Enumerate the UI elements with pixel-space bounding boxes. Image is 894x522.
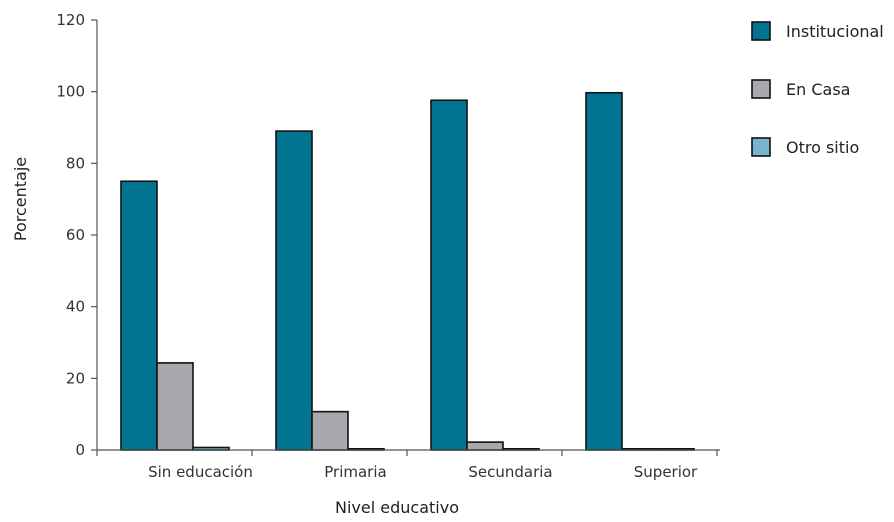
legend-swatch-otro-sitio xyxy=(751,137,771,157)
x-tick-label-primaria: Primaria xyxy=(324,463,386,481)
bar-en-casa-primaria xyxy=(311,410,349,451)
y-tick-label: 60 xyxy=(66,226,85,244)
y-tick-label: 40 xyxy=(66,298,85,316)
bar-en-casa-sin-educacion xyxy=(156,362,194,451)
bars-group xyxy=(120,91,695,451)
x-tick-label-superior: Superior xyxy=(634,463,698,481)
y-tick-label: 80 xyxy=(66,154,85,172)
legend-label-otro-sitio: Otro sitio xyxy=(786,138,859,157)
legend-swatch-institucional xyxy=(751,21,771,41)
bar-institucional-sin-educacion xyxy=(120,180,158,451)
legend-label-en-casa: En Casa xyxy=(786,80,850,99)
bar-institucional-superior xyxy=(585,91,623,451)
y-tick-label: 20 xyxy=(66,369,85,387)
y-tick-label: 0 xyxy=(75,441,85,459)
bar-institucional-secundaria xyxy=(430,99,468,451)
y-axis-title: Porcentaje xyxy=(11,157,30,241)
x-tick-label-secundaria: Secundaria xyxy=(468,463,552,481)
x-tick-label-sin-educacion: Sin educación xyxy=(148,463,253,481)
x-axis-title: Nivel educativo xyxy=(335,498,459,517)
y-tick-label: 120 xyxy=(56,11,85,29)
y-tick-label: 100 xyxy=(56,83,85,101)
legend: Institucional En Casa Otro sitio xyxy=(751,21,884,157)
ticks-group: 0 20 40 60 80 100 120 Sin educación Primaria Secu… xyxy=(56,11,718,481)
legend-label-institucional: Institucional xyxy=(786,22,884,41)
legend-swatch-en-casa xyxy=(751,79,771,99)
bar-en-casa-secundaria xyxy=(466,441,504,451)
bar-institucional-primaria xyxy=(275,130,313,451)
